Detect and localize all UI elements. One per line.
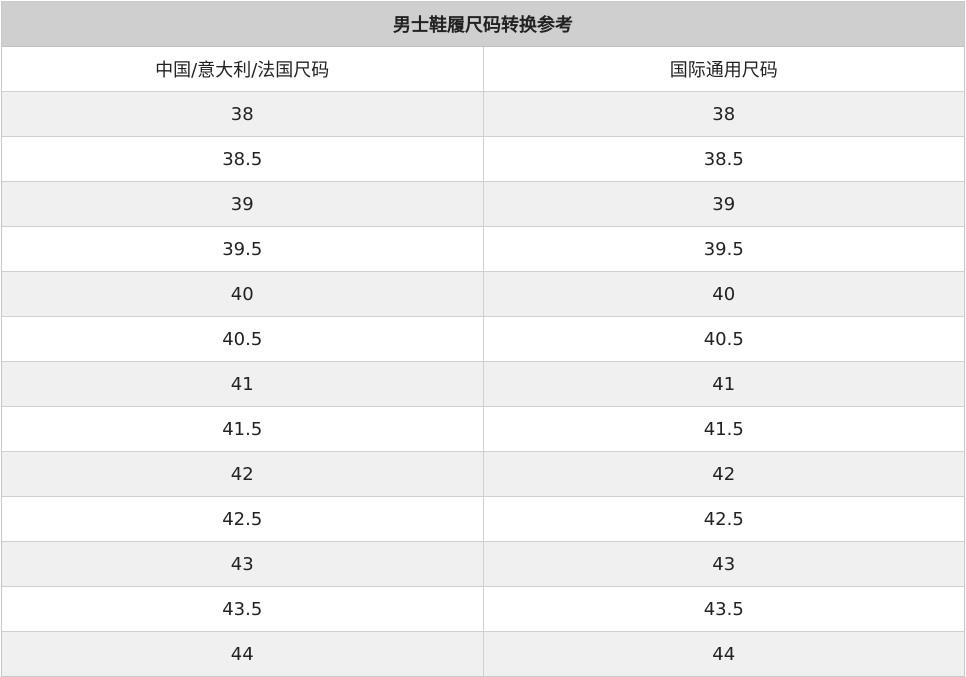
cell-cn-it-fr-size: 38 — [2, 92, 483, 136]
table-row: 41.5 41.5 — [2, 407, 964, 452]
cell-international-size: 44 — [482, 632, 964, 676]
cell-international-size: 43 — [482, 542, 964, 586]
cell-international-size: 43.5 — [482, 587, 964, 631]
table-row: 38 38 — [2, 92, 964, 137]
cell-cn-it-fr-size: 40 — [2, 272, 483, 316]
cell-international-size: 41 — [482, 362, 964, 406]
cell-international-size: 39 — [482, 182, 964, 226]
cell-cn-it-fr-size: 40.5 — [2, 317, 483, 361]
table-title: 男士鞋履尺码转换参考 — [2, 2, 964, 47]
cell-cn-it-fr-size: 44 — [2, 632, 483, 676]
cell-international-size: 38.5 — [482, 137, 964, 181]
table-row: 42.5 42.5 — [2, 497, 964, 542]
table-row: 42 42 — [2, 452, 964, 497]
cell-cn-it-fr-size: 39.5 — [2, 227, 483, 271]
cell-cn-it-fr-size: 43 — [2, 542, 483, 586]
cell-international-size: 40.5 — [482, 317, 964, 361]
cell-international-size: 42 — [482, 452, 964, 496]
cell-international-size: 38 — [482, 92, 964, 136]
cell-cn-it-fr-size: 42.5 — [2, 497, 483, 541]
table-row: 43 43 — [2, 542, 964, 587]
table-row: 40 40 — [2, 272, 964, 317]
table-row: 39.5 39.5 — [2, 227, 964, 272]
cell-cn-it-fr-size: 42 — [2, 452, 483, 496]
table-row: 44 44 — [2, 632, 964, 676]
cell-cn-it-fr-size: 39 — [2, 182, 483, 226]
cell-cn-it-fr-size: 41 — [2, 362, 483, 406]
cell-international-size: 41.5 — [482, 407, 964, 451]
cell-cn-it-fr-size: 41.5 — [2, 407, 483, 451]
cell-international-size: 42.5 — [482, 497, 964, 541]
cell-international-size: 40 — [482, 272, 964, 316]
table-row: 38.5 38.5 — [2, 137, 964, 182]
table-row: 43.5 43.5 — [2, 587, 964, 632]
table-row: 39 39 — [2, 182, 964, 227]
cell-cn-it-fr-size: 38.5 — [2, 137, 483, 181]
table-body: 38 38 38.5 38.5 39 39 39.5 39.5 40 40 40.5 40.5 41 41… — [2, 92, 964, 676]
header-international-size: 国际通用尺码 — [482, 47, 964, 91]
cell-international-size: 39.5 — [482, 227, 964, 271]
table-header-row: 中国/意大利/法国尺码 国际通用尺码 — [2, 47, 964, 92]
cell-cn-it-fr-size: 43.5 — [2, 587, 483, 631]
table-row: 40.5 40.5 — [2, 317, 964, 362]
header-cn-it-fr-size: 中国/意大利/法国尺码 — [2, 47, 483, 91]
table-row: 41 41 — [2, 362, 964, 407]
